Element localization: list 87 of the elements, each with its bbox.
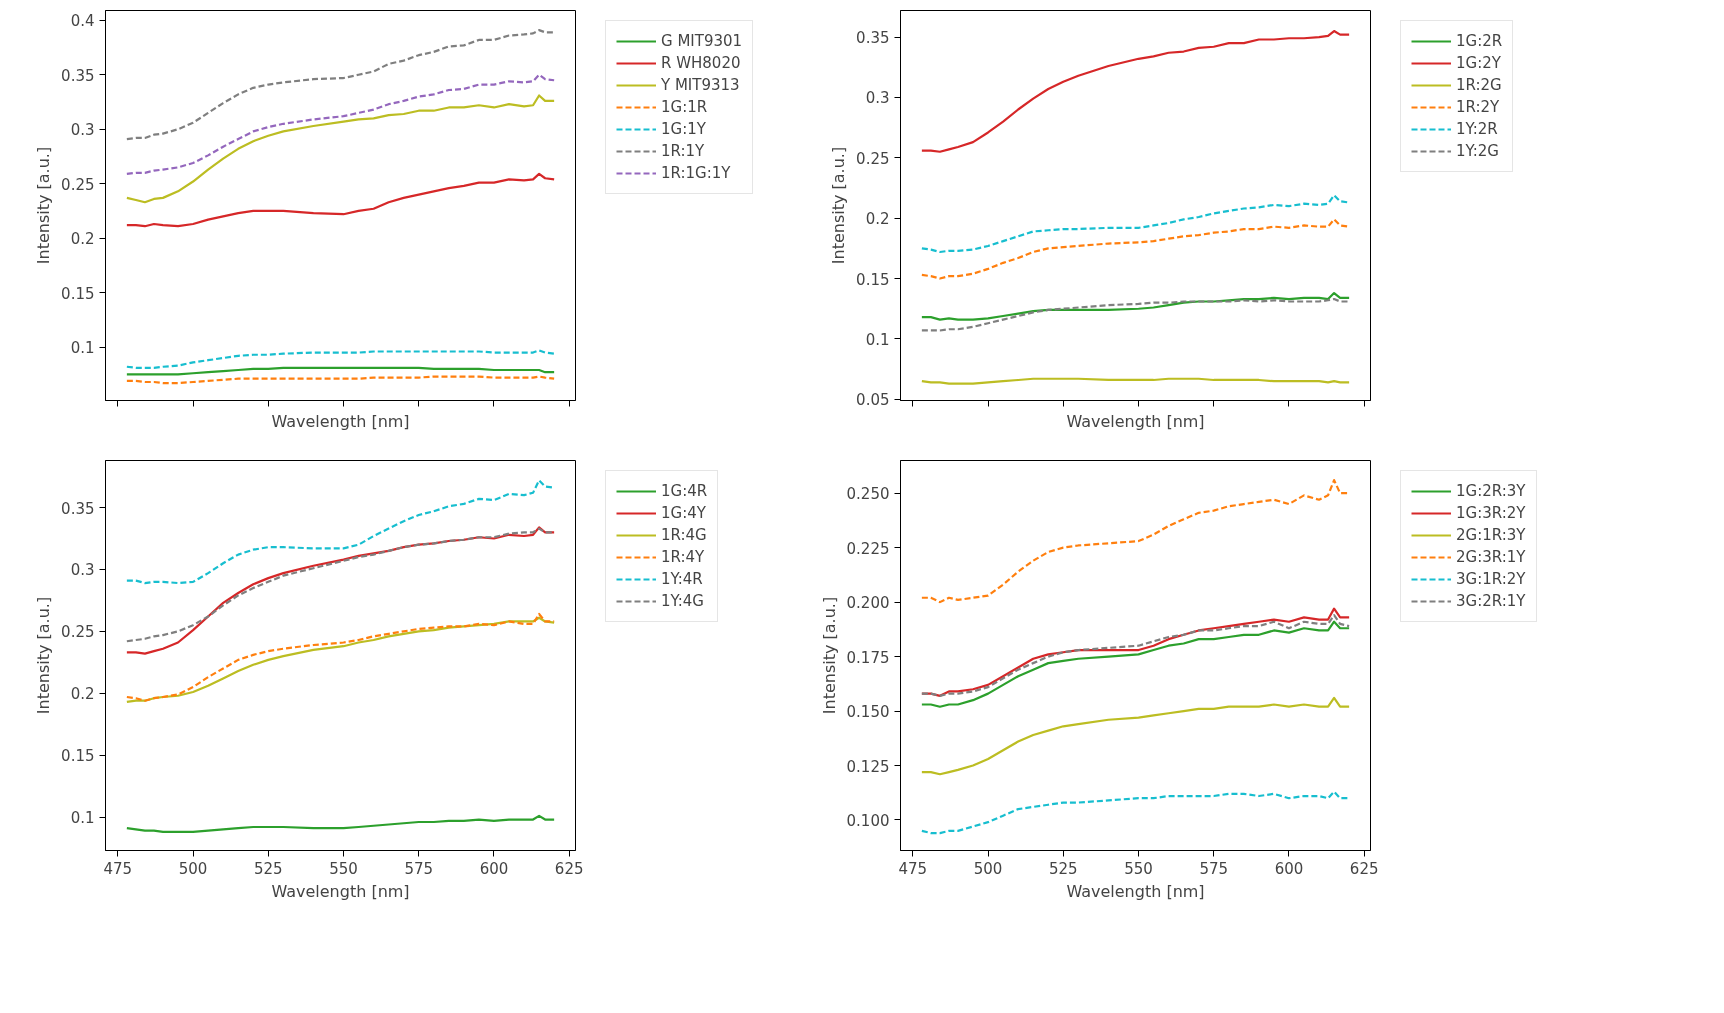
x-tick-label: 625 [1349,859,1379,878]
x-tick-label: 600 [1274,859,1304,878]
y-tick-label: 0.1 [70,339,95,358]
x-tick-label: 600 [479,859,509,878]
legend-label: 1R:4Y [661,548,705,566]
y-tick-label: 0.200 [846,594,890,613]
y-tick-label: 0.2 [70,230,95,249]
x-axis-title: Wavelength [nm] [271,881,410,901]
y-tick-label: 0.175 [846,648,890,667]
legend-label: 2G:1R:3Y [1456,526,1526,544]
x-tick-label: 525 [253,859,283,878]
x-tick-label: 500 [973,859,1003,878]
y-tick-label: 0.100 [846,812,890,830]
legend-label: 1Y:4R [661,570,703,588]
x-tick-label: 525 [1048,859,1078,878]
x-axis-title: Wavelength [nm] [1066,881,1205,901]
legend-label: 1R:2Y [1456,98,1500,116]
line-series [125,349,556,369]
legend-label: 1Y:2R [1456,120,1498,138]
y-tick-label: 0.3 [70,121,95,140]
x-axis-title: Wavelength [nm] [271,411,410,431]
legend-label: 1R:4G [661,526,707,544]
legend-label: Y MIT9313 [661,76,740,94]
legend-label: R WH8020 [661,54,741,72]
line-series [920,696,1351,776]
legend-label: 1G:4Y [661,504,706,522]
line-series [125,172,556,228]
x-tick-label: 550 [329,859,358,878]
legend-label: 2G:3R:1Y [1456,548,1526,566]
x-tick-label: 575 [404,859,434,878]
line-series [125,29,556,141]
y-tick-label: 0.25 [61,175,95,194]
y-tick-label: 0.35 [61,66,95,85]
x-tick-label: 550 [1124,859,1153,878]
y-tick-label: 0.150 [846,703,890,722]
y-tick-label: 0.2 [70,685,95,704]
y-tick-label: 0.15 [61,284,95,303]
legend-label: 3G:1R:2Y [1456,570,1526,588]
y-tick-label: 0.05 [856,391,890,410]
x-axis-title: Wavelength [nm] [1066,411,1205,431]
legend-label: 1G:1Y [661,120,706,138]
line-series [920,297,1351,332]
y-tick-label: 0.4 [70,12,95,31]
legend-label: 1G:2R [1456,32,1503,50]
legend-label: 1R:2G [1456,76,1502,94]
legend-label: G MIT9301 [661,32,743,50]
legend-label: 1G:1R [661,98,708,116]
line-series [125,73,556,176]
legend-label: 1G:2Y [1456,54,1501,72]
y-tick-label: 0.1 [865,330,890,349]
line-series [125,94,556,204]
x-tick-label: 575 [1199,859,1229,878]
legend-label: 1R:1Y [661,142,705,160]
line-series [125,375,556,385]
x-tick-label: 475 [898,859,928,878]
y-axis-title: Intensity [a.u.] [819,596,839,715]
legend-label: 1G:4R [661,482,708,500]
legend-label: 1G:2R:3Y [1456,482,1526,500]
y-tick-label: 0.225 [846,539,890,558]
x-tick-label: 625 [554,859,584,878]
legend-label: 1Y:4G [661,592,704,610]
legend-label: 1G:3R:2Y [1456,504,1526,522]
y-tick-label: 0.2 [865,210,890,229]
line-series [920,291,1351,321]
line-series [920,620,1351,708]
y-tick-label: 0.35 [856,29,890,48]
x-tick-label: 475 [103,859,133,878]
line-series [920,29,1351,153]
y-axis-title: Intensity [a.u.] [34,596,54,715]
line-series [125,814,556,834]
y-axis-title: Intensity [a.u.] [829,146,849,265]
y-tick-label: 0.3 [865,89,890,108]
legend-label: 1R:1G:1Y [661,164,731,182]
y-tick-label: 0.15 [61,747,95,766]
y-tick-label: 0.125 [846,757,890,776]
line-series [125,366,556,376]
y-tick-label: 0.25 [61,623,95,642]
y-tick-label: 0.3 [70,561,95,580]
y-tick-label: 0.35 [61,499,95,518]
legend-label: 3G:2R:1Y [1456,592,1526,610]
y-axis-title: Intensity [a.u.] [34,146,54,265]
y-tick-label: 0.25 [856,149,890,168]
x-tick-label: 500 [178,859,208,878]
y-tick-label: 0.15 [856,270,890,289]
legend-label: 1Y:2G [1456,142,1499,160]
y-tick-label: 0.250 [846,485,890,504]
y-tick-label: 0.1 [70,809,95,828]
